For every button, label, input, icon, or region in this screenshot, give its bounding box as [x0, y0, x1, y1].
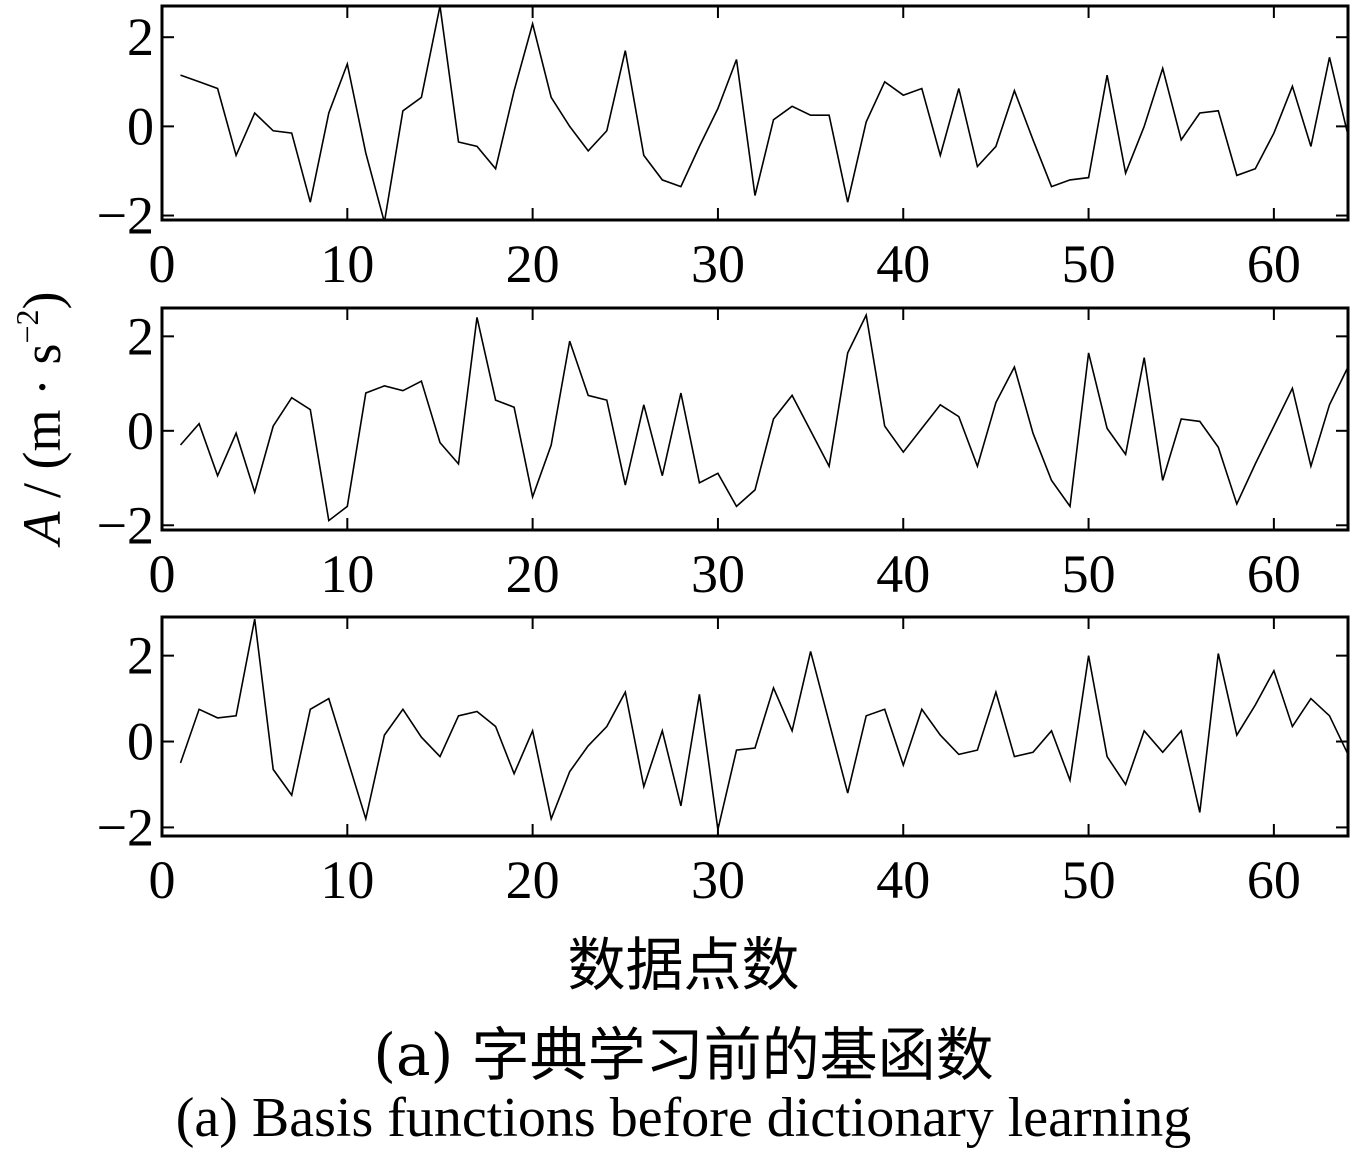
y-tick-label: 0 — [127, 401, 154, 461]
y-tick-label: −2 — [97, 797, 154, 857]
plot-frame — [160, 4, 1350, 222]
y-tick-label: 0 — [127, 712, 154, 772]
x-tick-label: 40 — [876, 234, 930, 294]
x-tick-label: 0 — [149, 544, 176, 604]
subplot-3: 0 10 20 30 40 50 60−202 — [97, 615, 1350, 910]
x-tick-label: 20 — [506, 234, 560, 294]
x-tick-label: 60 — [1247, 850, 1301, 910]
subplot-1: 0 10 20 30 40 50 60−202 — [97, 4, 1350, 294]
x-tick-label: 10 — [320, 850, 374, 910]
x-tick-label: 40 — [876, 850, 930, 910]
x-tick-label: 30 — [691, 850, 745, 910]
caption-english: (a) Basis functions before dictionary le… — [175, 1087, 1192, 1149]
series-line — [179, 618, 1348, 830]
subplot-2: 0 10 20 30 40 50 60−202 — [97, 306, 1350, 604]
y-tick-label: 0 — [127, 96, 154, 156]
x-tick-label: 20 — [506, 544, 560, 604]
x-tick-label: 0 — [149, 850, 176, 910]
y-tick-label: 2 — [127, 306, 154, 366]
x-tick-label: 60 — [1247, 234, 1301, 294]
x-tick-label: 40 — [876, 544, 930, 604]
series-line — [179, 312, 1348, 523]
y-tick-label: −2 — [97, 495, 154, 555]
x-tick-label: 10 — [320, 544, 374, 604]
x-tick-label: 50 — [1062, 850, 1116, 910]
x-tick-label: 0 — [149, 234, 176, 294]
plot-frame — [160, 306, 1350, 532]
x-tick-label: 60 — [1247, 544, 1301, 604]
x-tick-label: 50 — [1062, 234, 1116, 294]
series-line — [180, 6, 1348, 220]
x-tick-label: 20 — [506, 850, 560, 910]
plot-frame — [160, 615, 1350, 838]
x-axis-label: 数据点数 — [567, 931, 800, 999]
y-tick-label: 2 — [127, 7, 154, 67]
caption-chinese: (a) 字典学习前的基函数 — [373, 1021, 994, 1089]
x-tick-label: 50 — [1062, 544, 1116, 604]
x-tick-label: 30 — [691, 234, 745, 294]
x-tick-label: 30 — [691, 544, 745, 604]
y-tick-label: 2 — [127, 626, 154, 686]
y-tick-label: −2 — [97, 186, 154, 246]
x-tick-label: 10 — [320, 234, 374, 294]
